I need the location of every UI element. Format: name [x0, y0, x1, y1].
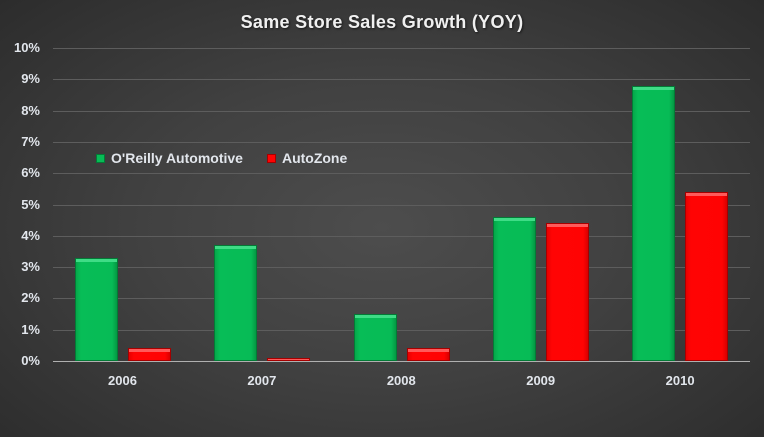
- gridline: [53, 235, 750, 237]
- y-tick-label: 4%: [21, 227, 40, 243]
- gridline: [53, 173, 750, 175]
- legend-swatch-red-icon: [266, 153, 276, 163]
- y-tick-label: 6%: [21, 165, 40, 181]
- bar-autozone-2009: [545, 223, 589, 361]
- bar-autozone-2007: [267, 357, 311, 361]
- bar-oreilly-2009: [492, 217, 536, 361]
- x-tick-label: 2009: [526, 373, 556, 388]
- legend-label: AutoZone: [281, 150, 348, 166]
- gridline: [53, 48, 750, 49]
- y-tick-label: 10%: [13, 40, 40, 55]
- bar-autozone-2006: [127, 348, 171, 361]
- bar-oreilly-2007: [214, 245, 258, 361]
- x-tick-label: 2006: [108, 373, 137, 388]
- legend: O'Reilly Automotive AutoZone: [96, 150, 371, 166]
- legend-item-oreilly: O'Reilly Automotive: [96, 150, 243, 166]
- gridline: [53, 141, 750, 143]
- y-tick-label: 1%: [21, 321, 40, 337]
- gridline: [53, 267, 750, 269]
- gridline: [53, 329, 750, 331]
- gridline: [53, 204, 750, 206]
- x-tick-label: 2007: [247, 373, 277, 388]
- y-tick-label: 8%: [21, 102, 40, 118]
- legend-label: O'Reilly Automotive: [111, 150, 243, 166]
- y-tick-label: 0%: [21, 353, 40, 368]
- y-tick-label: 3%: [21, 259, 40, 275]
- y-tick-label: 9%: [21, 71, 40, 87]
- y-tick-label: 5%: [21, 196, 40, 212]
- gridline: [53, 110, 750, 112]
- x-tick-label: 2008: [386, 373, 416, 388]
- y-tick-label: 2%: [21, 290, 40, 306]
- chart-title: Same Store Sales Growth (YOY): [240, 12, 524, 32]
- bar-oreilly-2006: [74, 257, 118, 361]
- x-axis-line: [53, 361, 750, 362]
- bar-oreilly-2010: [632, 85, 676, 361]
- x-tick-label: 2010: [665, 373, 695, 388]
- bar-autozone-2008: [406, 348, 450, 361]
- plot-area: [53, 48, 750, 362]
- legend-swatch-green-icon: [96, 153, 105, 163]
- y-tick-label: 7%: [21, 133, 40, 149]
- gridline: [53, 298, 750, 300]
- bar-oreilly-2008: [353, 314, 397, 361]
- legend-item-autozone: AutoZone: [266, 150, 348, 166]
- gridline: [53, 79, 750, 81]
- bar-autozone-2010: [685, 191, 729, 361]
